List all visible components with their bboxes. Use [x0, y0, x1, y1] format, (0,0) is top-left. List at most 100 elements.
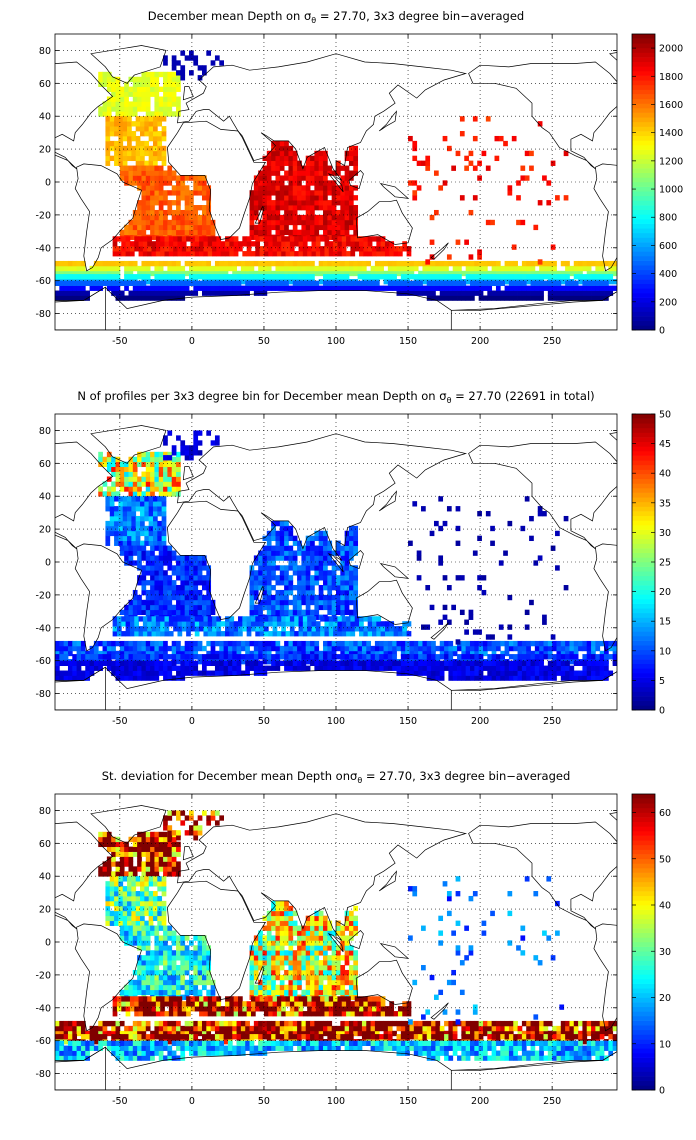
bin-cell — [163, 589, 168, 596]
bin-cell — [275, 520, 281, 527]
bin-cell — [137, 451, 142, 458]
colorbar-step — [632, 585, 655, 591]
bin-cell — [181, 626, 187, 632]
colorbar-step — [632, 437, 655, 443]
bin-cell — [336, 209, 341, 216]
bin-cell — [158, 280, 164, 286]
bin-cell — [214, 654, 220, 660]
bin-cell — [452, 665, 458, 671]
bin-cell — [176, 650, 181, 657]
bin-cell — [275, 190, 281, 196]
bin-cell — [392, 280, 397, 286]
bin-cell — [167, 280, 173, 286]
bin-cell — [193, 430, 199, 436]
bin-cell — [115, 665, 121, 671]
bin-cell — [284, 209, 289, 216]
bin-cell — [225, 251, 230, 257]
bin-cell — [439, 660, 445, 666]
bin-cell — [119, 486, 125, 492]
bin-cell — [137, 96, 142, 102]
bin-cell — [167, 461, 173, 468]
bin-cell — [189, 70, 194, 76]
bin-cell — [220, 246, 226, 252]
bin-cell — [128, 545, 134, 551]
bin-cell — [340, 274, 346, 280]
bin-cell — [115, 871, 121, 877]
bin-cell — [452, 645, 458, 652]
bin-cell — [272, 246, 278, 252]
bin-cell — [197, 599, 203, 606]
bin-cell — [145, 589, 151, 596]
bin-cell — [336, 575, 341, 581]
bin-cell — [80, 280, 86, 286]
colorbar-step — [632, 612, 655, 618]
bin-cell — [367, 626, 373, 632]
bin-cell — [206, 575, 212, 581]
bin-cell — [292, 200, 298, 206]
bin-cell — [141, 76, 147, 83]
bin-cell — [508, 654, 514, 660]
bin-cell — [314, 280, 320, 286]
bin-cell — [504, 675, 510, 681]
bin-cell — [184, 200, 190, 206]
bin-cell — [93, 260, 99, 267]
bin-cell — [114, 150, 119, 157]
bin-cell — [565, 645, 570, 652]
bin-cell — [266, 550, 272, 556]
bin-cell — [253, 575, 259, 581]
bin-cell — [383, 270, 389, 277]
bin-cell — [363, 631, 369, 637]
bin-cell — [275, 594, 281, 601]
bin-cell — [310, 550, 315, 556]
bin-cell — [145, 476, 151, 482]
bin-cell — [438, 496, 444, 502]
bin-cell — [324, 241, 330, 247]
bin-cell — [229, 621, 235, 627]
bin-cell — [145, 214, 151, 221]
bin-cell — [279, 180, 285, 186]
bin-cell — [346, 616, 351, 622]
bin-cell — [119, 866, 125, 872]
bin-cell — [124, 295, 129, 301]
coastline — [55, 441, 114, 550]
colorbar-step — [632, 488, 655, 493]
bin-cell — [132, 609, 138, 616]
bin-cell — [310, 280, 315, 286]
bin-cell — [145, 856, 151, 862]
bin-cell — [413, 650, 419, 657]
bin-cell — [353, 270, 359, 277]
bin-cell — [201, 654, 207, 660]
bin-cell — [314, 175, 320, 181]
bin-cell — [433, 520, 439, 527]
bin-cell — [132, 224, 138, 231]
bin-cell — [206, 580, 212, 586]
bin-cell — [323, 594, 328, 601]
bin-cell — [157, 116, 163, 122]
bin-cell — [595, 270, 601, 277]
bin-cell — [147, 616, 152, 622]
bin-cell — [537, 121, 543, 127]
bin-cell — [504, 265, 510, 272]
bin-cell — [249, 580, 255, 586]
bin-cell — [158, 165, 164, 171]
bin-cell — [158, 550, 164, 556]
colorbar-step — [632, 279, 655, 285]
bin-cell — [214, 285, 220, 291]
bin-cell — [346, 251, 351, 257]
bin-cell — [406, 251, 412, 257]
bin-cell — [413, 654, 419, 660]
colorbar-step — [632, 172, 655, 178]
bin-cell — [223, 650, 229, 657]
bin-cell — [210, 609, 216, 616]
bin-cell — [219, 645, 224, 652]
bin-cell — [193, 285, 199, 291]
bin-cell — [246, 626, 252, 632]
bin-cell — [294, 621, 299, 627]
bin-cell — [284, 195, 289, 201]
bin-cell — [193, 599, 199, 606]
bin-cell — [150, 640, 155, 647]
bin-cell — [315, 236, 321, 242]
bin-cell — [180, 75, 186, 81]
bin-cell — [171, 466, 177, 472]
bin-cell — [442, 614, 448, 620]
